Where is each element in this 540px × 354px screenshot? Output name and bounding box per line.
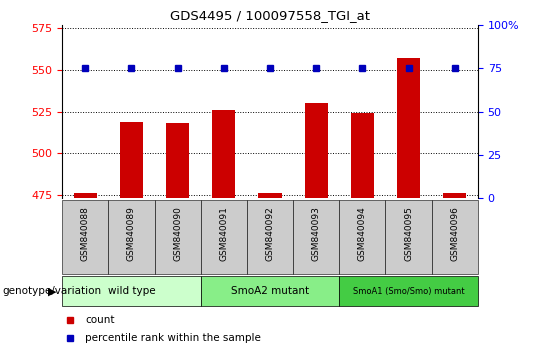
Text: ▶: ▶ [48, 286, 57, 296]
Text: SmoA2 mutant: SmoA2 mutant [231, 286, 309, 296]
Bar [120, 121, 143, 198]
Bar [166, 123, 189, 198]
Text: GSM840089: GSM840089 [127, 206, 136, 261]
Text: genotype/variation: genotype/variation [3, 286, 102, 296]
Text: GSM840090: GSM840090 [173, 206, 182, 261]
Text: count: count [85, 315, 114, 325]
Text: percentile rank within the sample: percentile rank within the sample [85, 333, 261, 343]
Bar [431, 200, 478, 274]
Bar [397, 58, 420, 198]
Bar [305, 103, 328, 198]
Title: GDS4495 / 100097558_TGI_at: GDS4495 / 100097558_TGI_at [170, 9, 370, 22]
Bar [293, 200, 339, 274]
Text: GSM840092: GSM840092 [266, 206, 274, 261]
Bar [73, 193, 97, 198]
Text: GSM840094: GSM840094 [358, 206, 367, 261]
Bar [154, 200, 201, 274]
Text: GSM840093: GSM840093 [312, 206, 321, 261]
Bar [443, 193, 467, 198]
Bar [212, 110, 235, 198]
Bar [201, 200, 247, 274]
Bar [259, 193, 281, 198]
Bar [351, 113, 374, 198]
Text: GSM840088: GSM840088 [80, 206, 90, 261]
Bar [339, 200, 386, 274]
Bar [247, 200, 293, 274]
Text: GSM840095: GSM840095 [404, 206, 413, 261]
Bar [62, 200, 109, 274]
Text: GSM840091: GSM840091 [219, 206, 228, 261]
Text: wild type: wild type [107, 286, 155, 296]
Bar [386, 200, 431, 274]
Bar [201, 276, 339, 306]
Bar [339, 276, 478, 306]
Text: SmoA1 (Smo/Smo) mutant: SmoA1 (Smo/Smo) mutant [353, 287, 464, 296]
Text: GSM840096: GSM840096 [450, 206, 460, 261]
Bar [109, 200, 154, 274]
Bar [62, 276, 201, 306]
